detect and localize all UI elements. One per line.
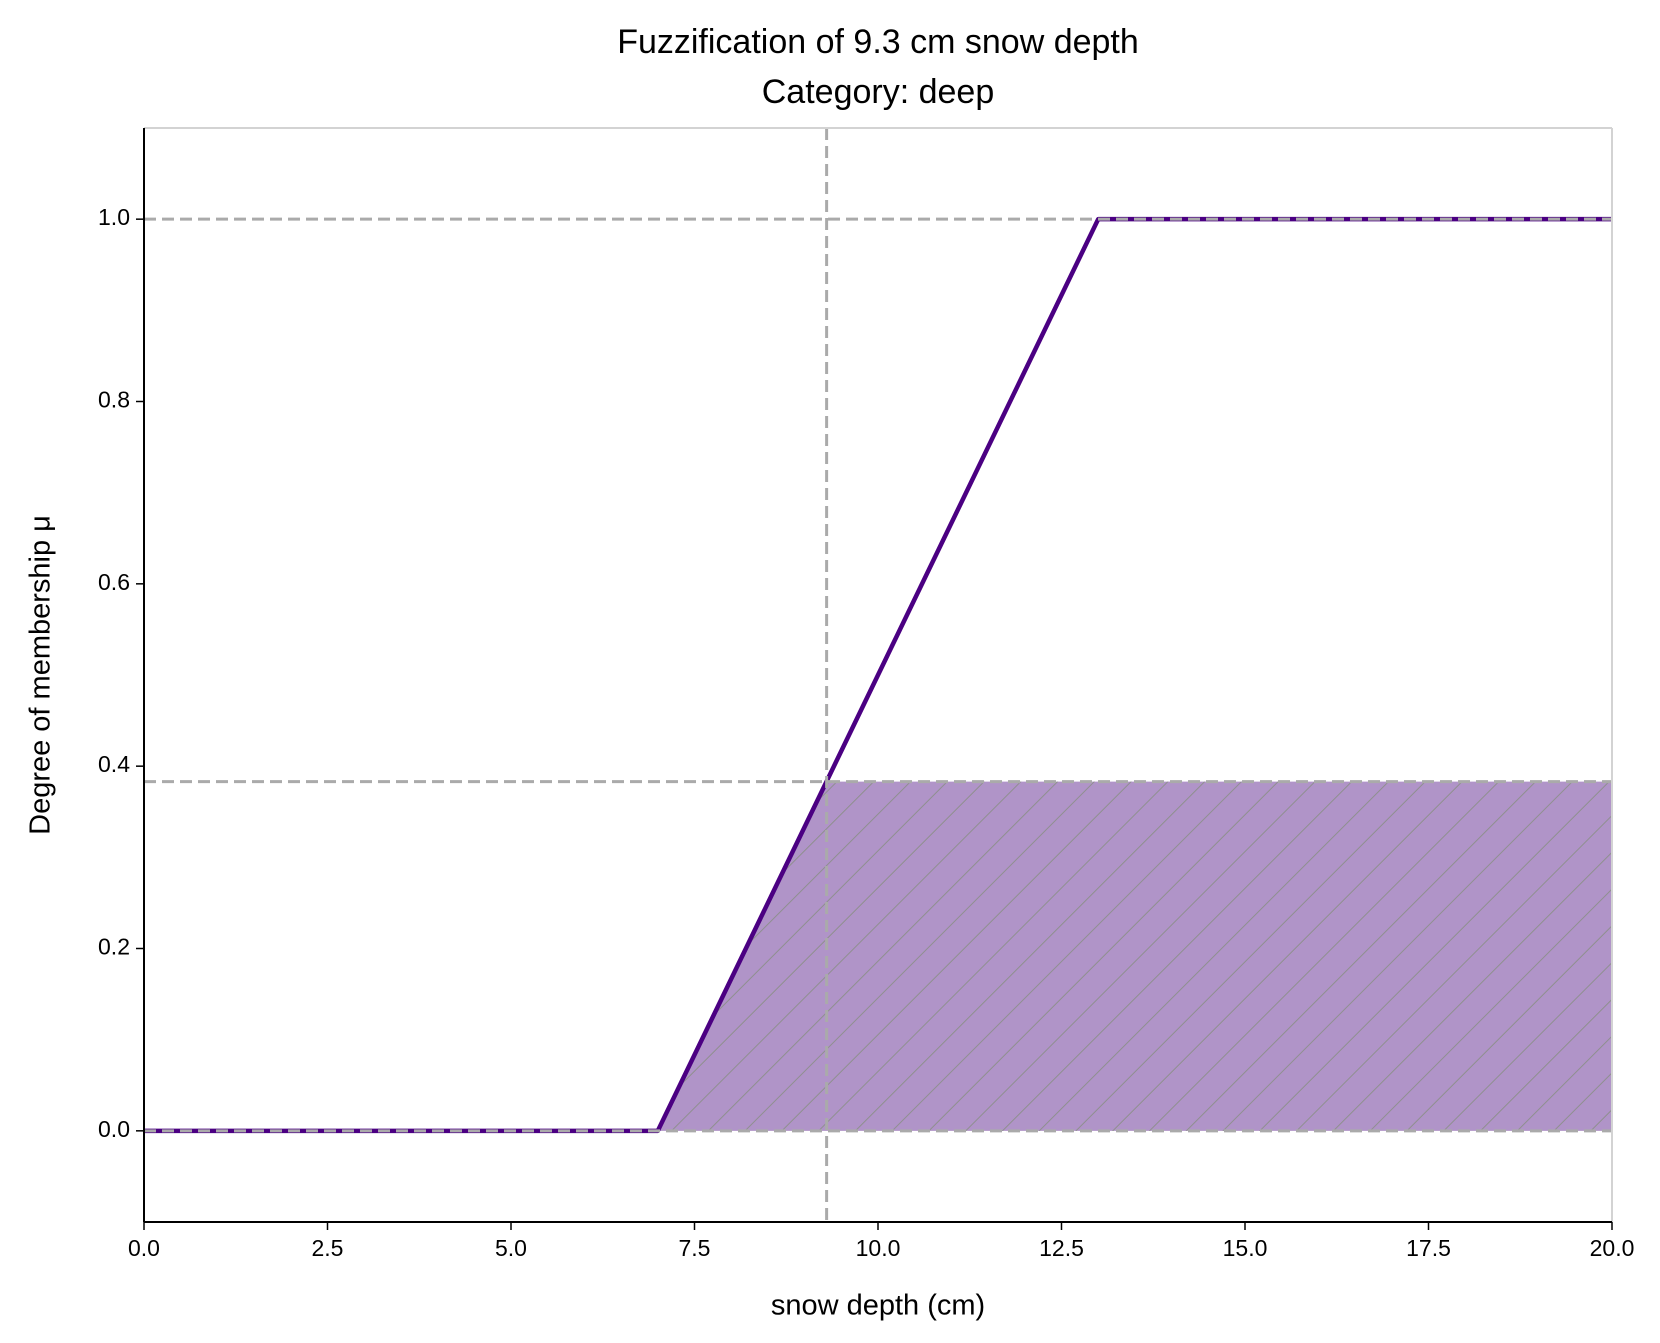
x-tick-label: 7.5 xyxy=(679,1235,711,1261)
x-tick-label: 2.5 xyxy=(312,1235,344,1261)
y-tick-label: 0.8 xyxy=(98,387,130,413)
y-tick-label: 0.4 xyxy=(98,751,130,777)
y-tick-label: 0.0 xyxy=(98,1116,130,1142)
chart-subtitle: Category: deep xyxy=(762,73,995,111)
x-tick-label: 0.0 xyxy=(128,1235,160,1261)
y-axis-label: Degree of membership μ xyxy=(25,515,57,835)
x-tick-label: 20.0 xyxy=(1590,1235,1635,1261)
membership-hatch xyxy=(144,781,1612,1131)
chart-title: Fuzzification of 9.3 cm snow depth xyxy=(617,23,1139,61)
x-tick-label: 17.5 xyxy=(1406,1235,1451,1261)
x-axis-label: snow depth (cm) xyxy=(771,1290,985,1322)
x-tick-label: 5.0 xyxy=(495,1235,527,1261)
y-tick-label: 1.0 xyxy=(98,204,130,230)
y-tick-label: 0.2 xyxy=(98,934,130,960)
x-tick-label: 15.0 xyxy=(1223,1235,1268,1261)
x-tick-label: 12.5 xyxy=(1039,1235,1084,1261)
y-tick-label: 0.6 xyxy=(98,569,130,595)
x-tick-label: 10.0 xyxy=(856,1235,901,1261)
